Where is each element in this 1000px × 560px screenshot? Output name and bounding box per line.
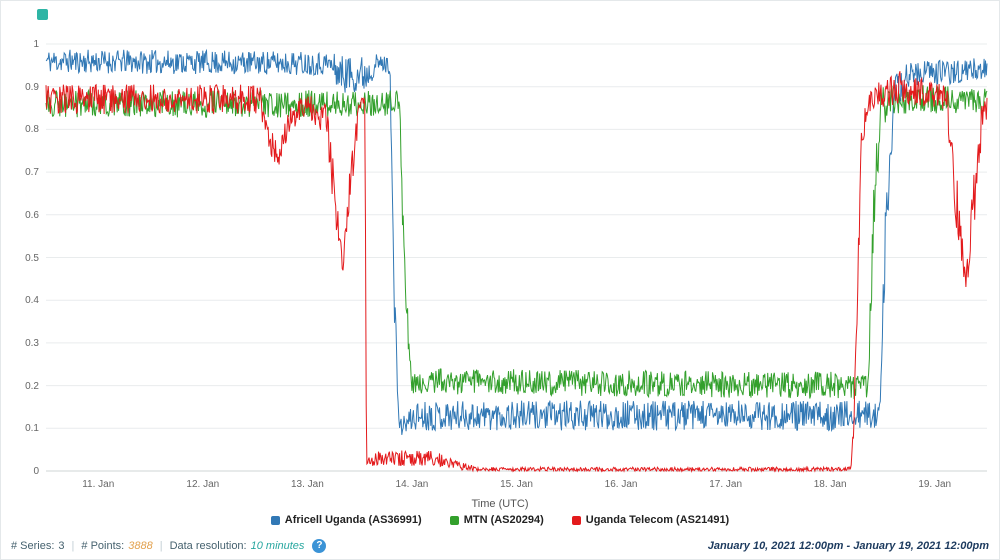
x-axis-title: Time (UTC) — [471, 498, 529, 510]
legend-marker-uganda-telecom-icon — [571, 515, 581, 525]
data-resolution-label: Data resolution: — [169, 539, 247, 552]
legend-label-uganda-telecom: Uganda Telecom (AS21491) — [585, 514, 730, 526]
y-tick-label: 1 — [33, 39, 39, 50]
legend-item-africell[interactable]: Africell Uganda (AS36991) — [270, 514, 422, 526]
series-line — [45, 85, 988, 400]
y-tick-label: 0.9 — [25, 81, 39, 93]
series-line — [45, 71, 988, 473]
date-range: January 10, 2021 12:00pm - January 19, 2… — [707, 539, 989, 552]
series-count-value: 3 — [58, 539, 65, 552]
separator: | — [159, 539, 163, 552]
series-line — [45, 48, 988, 435]
y-tick-label: 0.3 — [25, 337, 39, 349]
x-tick-label: 13. Jan — [290, 479, 324, 490]
points-count-label: # Points: — [81, 539, 125, 552]
y-tick-label: 0.5 — [25, 252, 39, 264]
legend-label-mtn: MTN (AS20294) — [463, 514, 544, 526]
chart-legend: Africell Uganda (AS36991) MTN (AS20294) … — [1, 514, 999, 526]
y-tick-label: 0.8 — [25, 124, 39, 136]
x-tick-label: 15. Jan — [500, 479, 533, 490]
x-tick-label: 16. Jan — [604, 479, 638, 490]
legend-marker-africell-icon — [270, 515, 280, 525]
x-tick-label: 17. Jan — [709, 479, 743, 490]
legend-label-africell: Africell Uganda (AS36991) — [284, 514, 422, 526]
y-tick-label: 0.4 — [25, 295, 39, 307]
y-tick-label: 0.6 — [25, 209, 39, 221]
points-count-value: 3888 — [128, 539, 153, 552]
series-count-label: # Series: — [11, 539, 55, 552]
chart-plot[interactable] — [1, 1, 1000, 497]
help-icon[interactable]: ? — [312, 538, 327, 553]
y-tick-label: 0.2 — [25, 380, 39, 392]
chart-summary: # Series: 3 | # Points: 3888 | Data reso… — [11, 538, 327, 553]
y-tick-label: 0 — [33, 466, 39, 477]
chart-menu-icon[interactable] — [37, 9, 48, 20]
x-tick-label: 19. Jan — [918, 479, 952, 490]
x-tick-label: 11. Jan — [82, 479, 115, 490]
y-tick-label: 0.1 — [25, 423, 39, 435]
separator: | — [71, 539, 75, 552]
y-tick-label: 0.7 — [25, 167, 39, 179]
legend-item-mtn[interactable]: MTN (AS20294) — [449, 514, 544, 526]
legend-item-uganda-telecom[interactable]: Uganda Telecom (AS21491) — [571, 514, 730, 526]
chart-footer: # Series: 3 | # Points: 3888 | Data reso… — [1, 532, 999, 559]
legend-marker-mtn-icon — [449, 515, 459, 525]
x-tick-label: 18. Jan — [813, 479, 847, 490]
x-tick-label: 14. Jan — [395, 479, 429, 490]
x-tick-label: 12. Jan — [186, 479, 220, 490]
data-resolution-value: 10 minutes — [250, 539, 305, 552]
